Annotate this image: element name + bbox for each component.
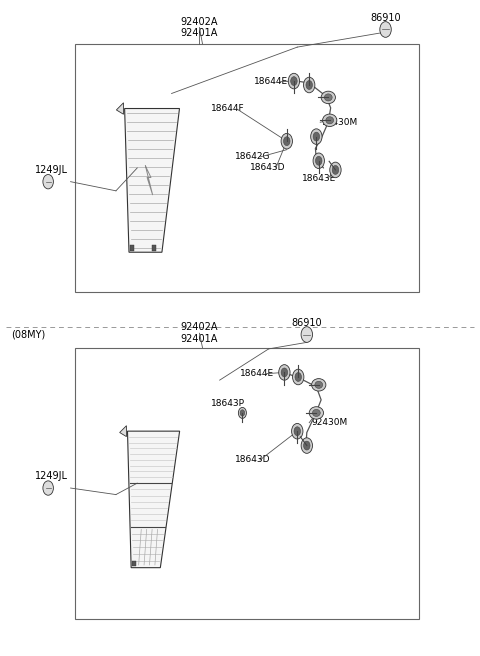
Text: 18644E: 18644E	[254, 77, 288, 86]
Text: 92430M: 92430M	[312, 419, 348, 427]
Circle shape	[313, 153, 324, 169]
Ellipse shape	[326, 117, 334, 124]
Text: 18643D: 18643D	[250, 163, 285, 173]
Ellipse shape	[323, 114, 337, 127]
Circle shape	[284, 136, 290, 146]
Circle shape	[281, 368, 288, 377]
Polygon shape	[125, 108, 180, 252]
Circle shape	[239, 407, 246, 419]
Text: 86910: 86910	[291, 318, 322, 328]
Circle shape	[43, 481, 53, 495]
Ellipse shape	[309, 407, 324, 419]
Bar	[75, 44, 419, 292]
Circle shape	[301, 327, 312, 342]
Bar	[130, 245, 134, 251]
Circle shape	[295, 373, 301, 381]
Circle shape	[240, 410, 245, 416]
Circle shape	[315, 156, 322, 165]
Circle shape	[279, 365, 290, 380]
Ellipse shape	[312, 409, 320, 417]
Text: (08MY): (08MY)	[11, 330, 45, 340]
Circle shape	[292, 369, 304, 385]
Circle shape	[330, 162, 341, 178]
Text: 86910: 86910	[370, 12, 401, 23]
Text: 92402A
92401A: 92402A 92401A	[180, 323, 218, 344]
Circle shape	[301, 438, 312, 453]
Text: 18642G: 18642G	[235, 152, 271, 161]
Ellipse shape	[324, 94, 332, 101]
Text: 18643D: 18643D	[235, 455, 271, 464]
Circle shape	[380, 22, 391, 37]
Text: 18644E: 18644E	[240, 369, 274, 379]
Circle shape	[291, 423, 303, 439]
Circle shape	[288, 73, 300, 89]
Text: 18643E: 18643E	[302, 174, 336, 183]
Circle shape	[311, 129, 322, 144]
Circle shape	[43, 174, 53, 189]
Circle shape	[291, 77, 297, 85]
Ellipse shape	[321, 91, 336, 104]
Circle shape	[303, 77, 315, 92]
Bar	[75, 348, 419, 619]
Text: 92402A
92401A: 92402A 92401A	[180, 16, 218, 38]
Circle shape	[306, 81, 312, 89]
Text: 18643P: 18643P	[211, 399, 245, 407]
Bar	[152, 245, 156, 251]
Bar	[132, 561, 136, 566]
Circle shape	[332, 165, 339, 174]
Ellipse shape	[312, 379, 326, 391]
Text: 18644F: 18644F	[211, 104, 245, 113]
Circle shape	[303, 441, 310, 450]
Circle shape	[281, 133, 292, 149]
Polygon shape	[120, 426, 126, 437]
Circle shape	[294, 427, 300, 436]
Polygon shape	[128, 431, 180, 567]
Polygon shape	[116, 103, 123, 114]
Text: 1249JL: 1249JL	[35, 165, 68, 175]
Text: 92430M: 92430M	[321, 117, 358, 127]
Ellipse shape	[315, 381, 323, 388]
Circle shape	[313, 132, 320, 141]
Text: 1249JL: 1249JL	[35, 471, 68, 482]
